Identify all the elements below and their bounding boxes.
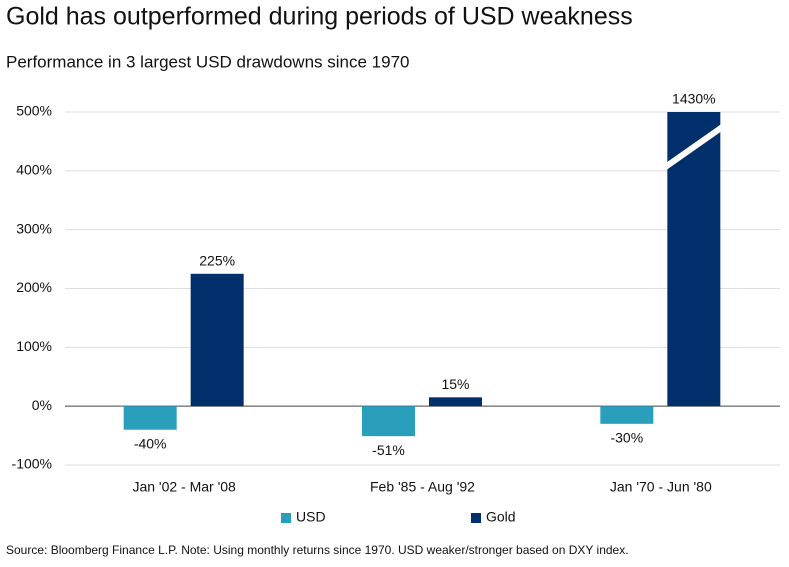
bar — [123, 406, 177, 430]
bar — [362, 406, 415, 437]
chart-title: Gold has outperformed during periods of … — [6, 3, 633, 31]
legend-label: Gold — [486, 509, 516, 525]
value-label: -30% — [610, 430, 643, 446]
source-note: Source: Bloomberg Finance L.P. Note: Usi… — [6, 543, 629, 557]
y-tick-label: -100% — [12, 456, 52, 472]
x-tick-label: Feb '85 - Aug '92 — [370, 479, 475, 495]
legend-label: USD — [296, 509, 326, 525]
legend-swatch — [281, 513, 291, 523]
chart-subtitle: Performance in 3 largest USD drawdowns s… — [6, 52, 409, 71]
bar — [429, 397, 482, 407]
bar — [600, 406, 654, 424]
y-tick-label: 0% — [32, 397, 52, 413]
bar — [190, 273, 244, 407]
y-tick-label: 400% — [16, 162, 52, 178]
axis-break — [663, 124, 725, 170]
value-label: 15% — [441, 376, 469, 392]
value-label: 225% — [199, 252, 235, 268]
value-label: 1430% — [672, 91, 716, 107]
value-label: -40% — [134, 435, 167, 451]
legend-swatch — [471, 513, 481, 523]
bar — [667, 112, 721, 407]
x-tick-label: Jan '70 - Jun '80 — [610, 479, 712, 495]
y-tick-label: 500% — [16, 103, 52, 119]
x-tick-label: Jan '02 - Mar '08 — [132, 479, 236, 495]
y-tick-label: 100% — [16, 338, 52, 354]
bars — [123, 112, 725, 437]
y-tick-label: 200% — [16, 279, 52, 295]
y-tick-label: 300% — [16, 220, 52, 236]
value-label: -51% — [372, 442, 405, 458]
